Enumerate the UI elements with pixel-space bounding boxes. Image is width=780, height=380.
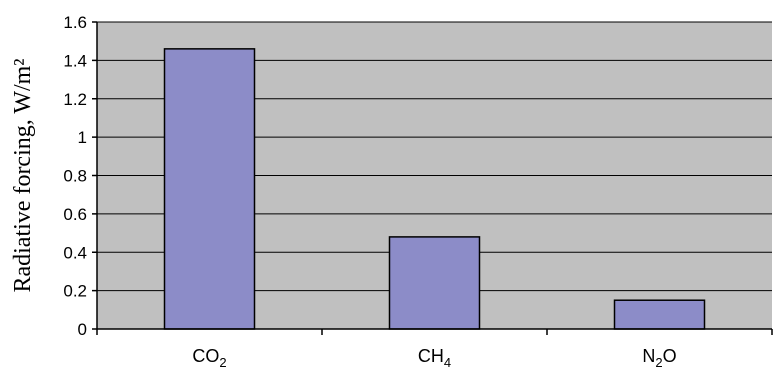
- x-tick-label: CH4: [418, 346, 451, 370]
- bar-ch4: [388, 236, 481, 330]
- x-tick-label: N2O: [642, 346, 676, 370]
- x-tick-label: CO2: [192, 346, 226, 370]
- y-tick-label: 0.6: [63, 205, 87, 224]
- y-tick-label: 1.4: [63, 51, 87, 70]
- y-tick-label: 0: [78, 320, 87, 339]
- x-tick-labels: CO2 CH4 N2O: [192, 346, 676, 370]
- y-tick-label: 1: [78, 128, 87, 147]
- y-tick-label: 0.8: [63, 167, 87, 186]
- y-tick-label: 1.2: [63, 90, 87, 109]
- bars: [163, 48, 706, 330]
- axes: [92, 21, 773, 335]
- bar-n2o: [613, 299, 706, 330]
- y-tick-label: 1.6: [63, 13, 87, 32]
- y-tick-label: 0.2: [63, 282, 87, 301]
- y-tick-labels: 0 0.2 0.4 0.6 0.8 1 1.2 1.4 1.6: [63, 13, 87, 339]
- y-axis-label: Radiative forcing, W/m²: [10, 58, 36, 292]
- y-tick-label: 0.4: [63, 243, 87, 262]
- bar-co2: [163, 48, 256, 330]
